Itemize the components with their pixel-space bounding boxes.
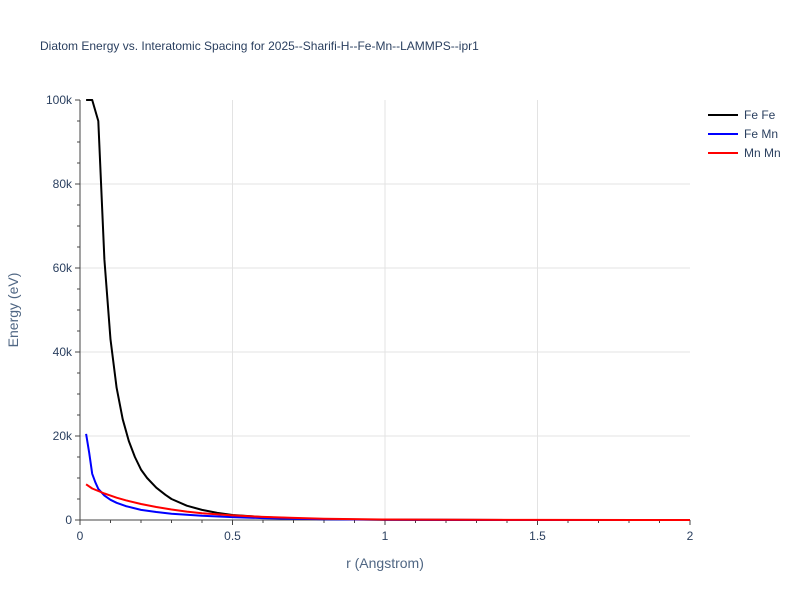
- x-tick-label: 1: [382, 529, 389, 543]
- y-axis-ticks: 0 20k 40k 60k 80k 100k: [46, 93, 73, 527]
- legend-item-fe-mn[interactable]: Fe Mn: [708, 127, 778, 141]
- chart-title: Diatom Energy vs. Interatomic Spacing fo…: [40, 39, 479, 53]
- y-tick-label: 60k: [53, 261, 73, 275]
- x-tick-label: 0: [77, 529, 84, 543]
- y-tick-label: 40k: [53, 345, 73, 359]
- y-tick-label: 100k: [46, 93, 73, 107]
- x-axis-title: r (Angstrom): [346, 555, 424, 571]
- x-tick-label: 0.5: [224, 529, 241, 543]
- y-tick-label: 80k: [53, 177, 73, 191]
- series-line-mn-mn: [85, 483, 691, 521]
- x-tick-label: 2: [687, 529, 694, 543]
- y-axis-title: Energy (eV): [5, 273, 21, 348]
- legend-label: Fe Mn: [744, 127, 778, 141]
- legend[interactable]: Fe Fe Fe Mn Mn Mn: [708, 108, 781, 160]
- x-tick-label: 1.5: [529, 529, 546, 543]
- series-group: [85, 99, 691, 521]
- y-tick-label: 0: [65, 513, 72, 527]
- legend-label: Fe Fe: [744, 108, 776, 122]
- legend-label: Mn Mn: [744, 146, 781, 160]
- y-tick-label: 20k: [53, 429, 73, 443]
- legend-item-mn-mn[interactable]: Mn Mn: [708, 146, 781, 160]
- x-axis-ticks: 0 0.5 1 1.5 2: [77, 529, 694, 543]
- legend-item-fe-fe[interactable]: Fe Fe: [708, 108, 776, 122]
